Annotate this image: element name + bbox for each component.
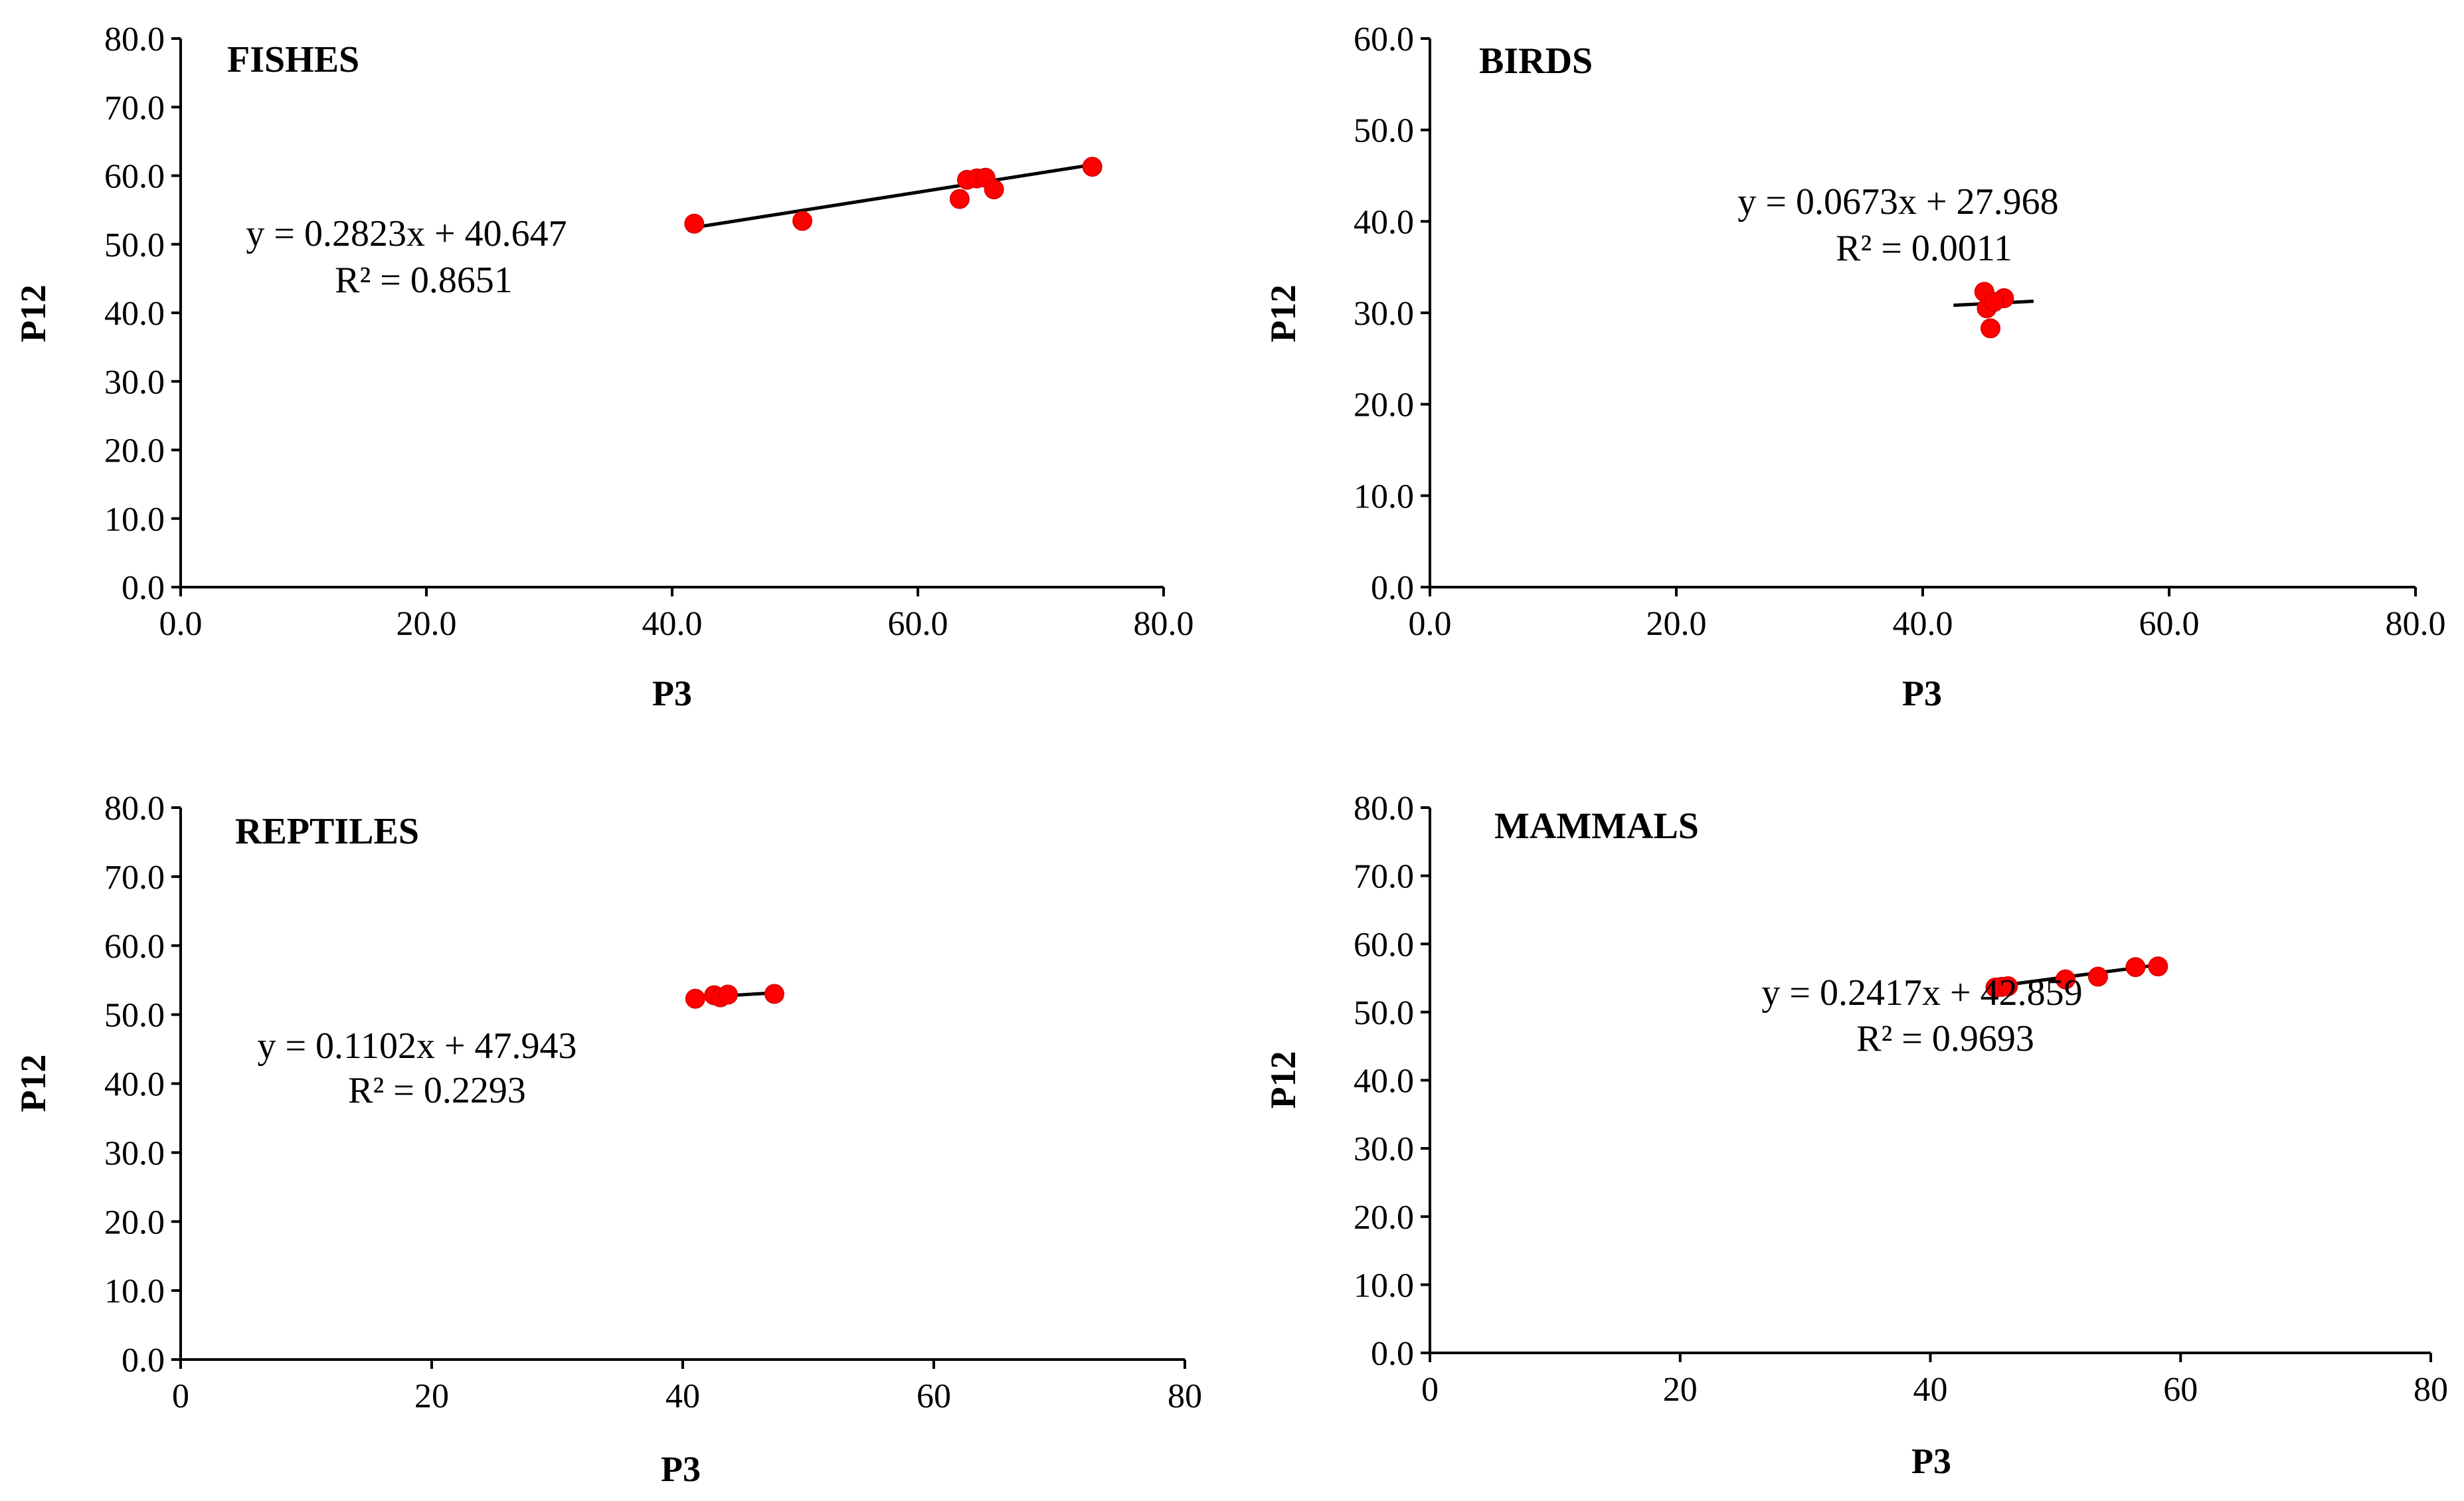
reptiles-data-point <box>718 984 739 1005</box>
mammals-y-tick-label: 10.0 <box>1354 1267 1414 1304</box>
fishes-x-tick-label: 20.0 <box>396 605 457 643</box>
mammals-x-tick-label: 40 <box>1913 1371 1948 1409</box>
birds-x-tick-label: 0.0 <box>1409 605 1452 643</box>
reptiles-x-axis-label: P3 <box>661 1449 701 1489</box>
birds-data-point <box>1980 318 2001 339</box>
birds-y-axis-label: P12 <box>1263 285 1303 343</box>
fishes-y-tick-label: 20.0 <box>104 432 165 470</box>
fishes-data-point <box>949 189 970 209</box>
fishes-x-tick-label: 60.0 <box>888 605 948 643</box>
fishes-y-tick-label: 80.0 <box>104 21 165 58</box>
birds-y-tick-label: 30.0 <box>1354 295 1414 333</box>
mammals-data-point <box>2148 956 2168 977</box>
reptiles-chart-title: REPTILES <box>235 811 419 852</box>
reptiles-y-tick-label: 20.0 <box>104 1203 165 1241</box>
fishes-trendline <box>693 163 1093 229</box>
birds-y-tick-label: 0.0 <box>1371 569 1414 607</box>
mammals-data-point <box>2087 966 2108 987</box>
reptiles-data-point <box>685 988 705 1009</box>
mammals-y-tick-label: 40.0 <box>1354 1063 1414 1101</box>
reptiles-x-tick-label: 0 <box>172 1377 189 1415</box>
reptiles-x-tick-label: 40 <box>665 1377 700 1415</box>
mammals-data-point <box>2055 969 2075 990</box>
birds-regression-equation: y = 0.0673x + 27.968 <box>1737 181 2058 222</box>
fishes-data-point <box>1082 157 1102 177</box>
fishes-data-point <box>792 211 813 231</box>
mammals-data-point <box>2125 957 2146 978</box>
birds-chart-panel: 0.0 10.0 20.0 30.0 40.0 50.0 60.0 0.0 20.0 40.0 60… <box>1263 21 2446 713</box>
birds-x-tick-label: 80.0 <box>2386 605 2446 643</box>
reptiles-y-tick-label: 10.0 <box>104 1273 165 1310</box>
mammals-x-tick-label: 80 <box>2414 1371 2448 1409</box>
birds-x-tick-label: 40.0 <box>1893 605 1953 643</box>
reptiles-x-tick-label: 80 <box>1168 1377 1202 1415</box>
reptiles-y-tick-label: 30.0 <box>104 1134 165 1172</box>
fishes-y-tick-label: 30.0 <box>104 363 165 401</box>
birds-chart-title: BIRDS <box>1479 41 1593 82</box>
fishes-y-axis-label: P12 <box>13 285 53 343</box>
reptiles-chart-panel: 0.0 10.0 20.0 30.0 40.0 50.0 60.0 70.0 80.0 0 20 40… <box>13 790 1202 1489</box>
mammals-chart-title: MAMMALS <box>1494 806 1699 847</box>
mammals-y-tick-label: 80.0 <box>1354 790 1414 828</box>
fishes-r-squared: R² = 0.8651 <box>335 260 513 301</box>
fishes-data-point <box>684 213 705 234</box>
birds-x-axis-label: P3 <box>1902 673 1942 713</box>
mammals-y-tick-label: 50.0 <box>1354 994 1414 1032</box>
fishes-y-tick-label: 10.0 <box>104 501 165 539</box>
reptiles-y-axis-label: P12 <box>13 1055 53 1112</box>
reptiles-r-squared: R² = 0.2293 <box>348 1070 526 1111</box>
reptiles-y-tick-label: 0.0 <box>122 1342 165 1379</box>
fishes-chart-panel: 0.0 10.0 20.0 30.0 40.0 50.0 60.0 70.0 80.0 0.0 20… <box>13 21 1194 713</box>
mammals-y-tick-label: 0.0 <box>1371 1335 1414 1373</box>
birds-data-point <box>1984 292 2004 312</box>
reptiles-data-point <box>764 984 784 1004</box>
mammals-x-axis-label: P3 <box>1911 1441 1951 1481</box>
reptiles-y-tick-label: 50.0 <box>104 997 165 1035</box>
fishes-y-tick-label: 50.0 <box>104 226 165 264</box>
fishes-y-tick-label: 40.0 <box>104 295 165 333</box>
fishes-x-tick-label: 0.0 <box>159 605 203 643</box>
mammals-regression-equation: y = 0.2417x + 42.859 <box>1761 972 2082 1014</box>
mammals-x-tick-label: 0 <box>1421 1371 1439 1409</box>
fishes-y-tick-label: 60.0 <box>104 158 165 196</box>
mammals-chart-panel: 0.0 10.0 20.0 30.0 40.0 50.0 60.0 70.0 80.0 0 20 40… <box>1263 790 2448 1481</box>
fishes-x-axis-label: P3 <box>652 673 692 713</box>
reptiles-y-tick-label: 80.0 <box>104 790 165 828</box>
reptiles-y-tick-label: 60.0 <box>104 928 165 966</box>
fishes-x-tick-label: 80.0 <box>1134 605 1194 643</box>
birds-x-tick-label: 60.0 <box>2139 605 2200 643</box>
reptiles-regression-equation: y = 0.1102x + 47.943 <box>257 1025 576 1067</box>
mammals-x-tick-label: 20 <box>1663 1371 1698 1409</box>
reptiles-y-tick-label: 40.0 <box>104 1066 165 1104</box>
fishes-data-point <box>984 179 1004 200</box>
birds-r-squared: R² = 0.0011 <box>1836 228 2012 269</box>
reptiles-x-tick-label: 60 <box>917 1377 951 1415</box>
fishes-chart-title: FISHES <box>227 39 359 80</box>
birds-y-tick-label: 20.0 <box>1354 387 1414 424</box>
birds-y-tick-label: 10.0 <box>1354 478 1414 515</box>
mammals-y-tick-label: 70.0 <box>1354 858 1414 896</box>
mammals-y-tick-label: 60.0 <box>1354 926 1414 964</box>
fishes-x-tick-label: 40.0 <box>642 605 703 643</box>
reptiles-y-tick-label: 70.0 <box>104 859 165 897</box>
mammals-r-squared: R² = 0.9693 <box>1856 1018 2034 1059</box>
birds-y-tick-label: 60.0 <box>1354 21 1414 58</box>
mammals-y-axis-label: P12 <box>1263 1051 1303 1109</box>
fishes-y-tick-label: 0.0 <box>122 569 165 607</box>
mammals-y-tick-label: 30.0 <box>1354 1130 1414 1168</box>
fishes-regression-equation: y = 0.2823x + 40.647 <box>246 213 567 254</box>
birds-x-tick-label: 20.0 <box>1646 605 1707 643</box>
mammals-data-point <box>1998 976 2018 996</box>
fishes-y-tick-label: 70.0 <box>104 89 165 127</box>
birds-y-tick-label: 40.0 <box>1354 203 1414 241</box>
reptiles-x-tick-label: 20 <box>414 1377 449 1415</box>
mammals-x-tick-label: 60 <box>2163 1371 2198 1409</box>
mammals-y-tick-label: 20.0 <box>1354 1199 1414 1237</box>
birds-y-tick-label: 50.0 <box>1354 112 1414 150</box>
